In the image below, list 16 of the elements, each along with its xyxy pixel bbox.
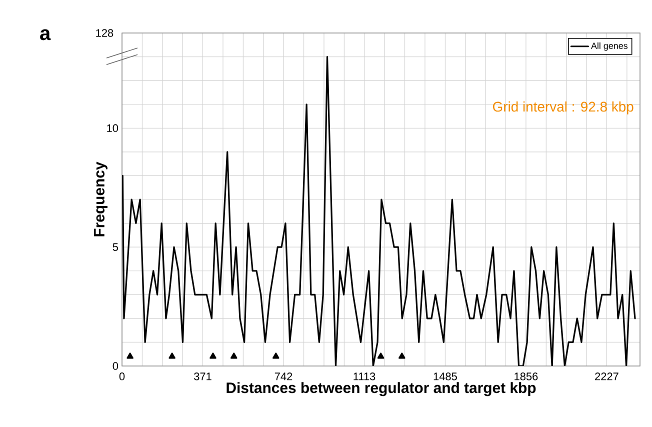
y-tick-label: 0 bbox=[112, 362, 118, 370]
x-tick-label: 742 bbox=[274, 372, 292, 380]
text: 128 bbox=[96, 29, 114, 37]
x-tick-label: 1485 bbox=[434, 372, 457, 380]
chart-title: a bbox=[40, 29, 51, 40]
y-tick-label: 10 bbox=[107, 124, 118, 132]
x-axis-title: Distances between regulator and target kbp bbox=[226, 382, 536, 396]
annotation: Grid interval : 92.8 kbp bbox=[492, 101, 634, 114]
x-tick-label: 0 bbox=[119, 372, 125, 380]
y-tick-label: 5 bbox=[112, 243, 118, 251]
x-tick-label: 371 bbox=[194, 372, 212, 380]
x-tick-label: 1856 bbox=[514, 372, 538, 380]
y-axis-title: Frequency bbox=[94, 162, 108, 236]
legend-label: All genes bbox=[590, 42, 628, 51]
x-tick-label: 2227 bbox=[595, 372, 618, 380]
x-tick-label: 1113 bbox=[354, 372, 376, 380]
